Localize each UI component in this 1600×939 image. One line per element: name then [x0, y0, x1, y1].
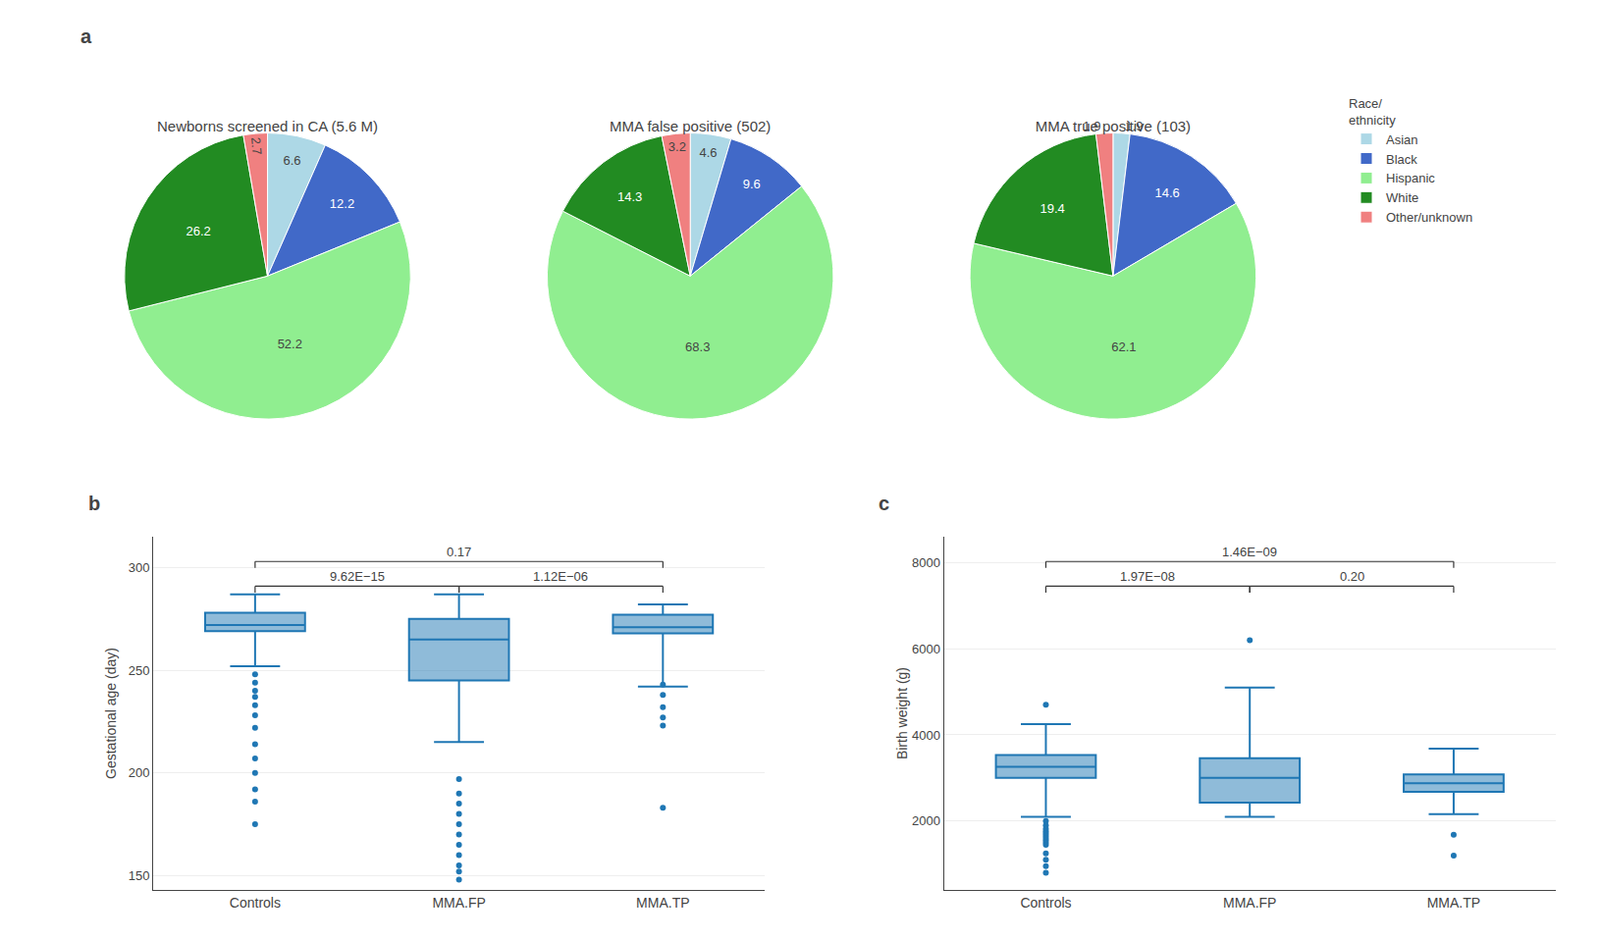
svg-text:c: c	[878, 492, 890, 515]
svg-text:14.3: 14.3	[617, 189, 642, 205]
svg-text:6.6: 6.6	[282, 153, 301, 168]
svg-text:b: b	[88, 492, 101, 515]
svg-text:14.6: 14.6	[1154, 185, 1179, 201]
svg-text:1.46E−09: 1.46E−09	[1222, 544, 1278, 560]
svg-text:8000: 8000	[911, 555, 941, 571]
svg-text:3.2: 3.2	[668, 139, 687, 155]
svg-text:62.1: 62.1	[1111, 339, 1136, 355]
svg-text:Hispanic: Hispanic	[1386, 170, 1436, 186]
svg-text:a: a	[80, 25, 93, 48]
svg-text:4.6: 4.6	[699, 145, 718, 160]
svg-text:Black: Black	[1386, 152, 1418, 167]
svg-text:Controls: Controls	[1019, 895, 1071, 911]
svg-text:Other/unknown: Other/unknown	[1386, 210, 1473, 225]
svg-text:1.9: 1.9	[1124, 118, 1143, 134]
svg-text:MMA false positive (502): MMA false positive (502)	[609, 117, 771, 135]
svg-text:MMA.FP: MMA.FP	[431, 895, 485, 911]
svg-text:2000: 2000	[911, 813, 941, 829]
svg-text:Asian: Asian	[1386, 132, 1419, 148]
svg-text:200: 200	[128, 765, 151, 781]
svg-text:Gestational age (day): Gestational age (day)	[103, 647, 119, 780]
svg-text:9.6: 9.6	[743, 176, 761, 192]
svg-text:68.3: 68.3	[685, 339, 710, 355]
svg-text:4000: 4000	[911, 728, 941, 744]
svg-text:Newborns screened in CA (5.6 M: Newborns screened in CA (5.6 M)	[157, 117, 378, 135]
svg-text:52.2: 52.2	[277, 336, 303, 352]
svg-text:9.62E−15: 9.62E−15	[329, 569, 385, 585]
svg-text:MMA true positive (103): MMA true positive (103)	[1035, 117, 1191, 135]
svg-text:19.4: 19.4	[1039, 201, 1065, 216]
svg-text:1.97E−08: 1.97E−08	[1120, 569, 1175, 585]
svg-text:Birth weight (g): Birth weight (g)	[894, 667, 910, 760]
svg-text:0.20: 0.20	[1339, 569, 1365, 585]
svg-text:White: White	[1386, 190, 1419, 206]
svg-text:0.17: 0.17	[446, 544, 472, 560]
svg-text:1.12E−06: 1.12E−06	[533, 569, 588, 585]
svg-text:300: 300	[128, 560, 151, 576]
svg-text:Race/ethnicity: Race/ethnicity	[1348, 96, 1396, 128]
svg-text:6000: 6000	[911, 641, 941, 657]
svg-text:12.2: 12.2	[329, 196, 355, 212]
svg-text:MMA.FP: MMA.FP	[1223, 895, 1277, 911]
svg-text:MMA.TP: MMA.TP	[1427, 895, 1481, 911]
svg-text:MMA.TP: MMA.TP	[636, 895, 690, 911]
svg-text:250: 250	[128, 663, 151, 679]
svg-text:Controls: Controls	[229, 895, 281, 911]
svg-text:1.9: 1.9	[1082, 118, 1101, 134]
svg-text:26.2: 26.2	[185, 223, 211, 239]
svg-text:150: 150	[128, 868, 151, 884]
svg-text:2.7: 2.7	[248, 136, 265, 156]
